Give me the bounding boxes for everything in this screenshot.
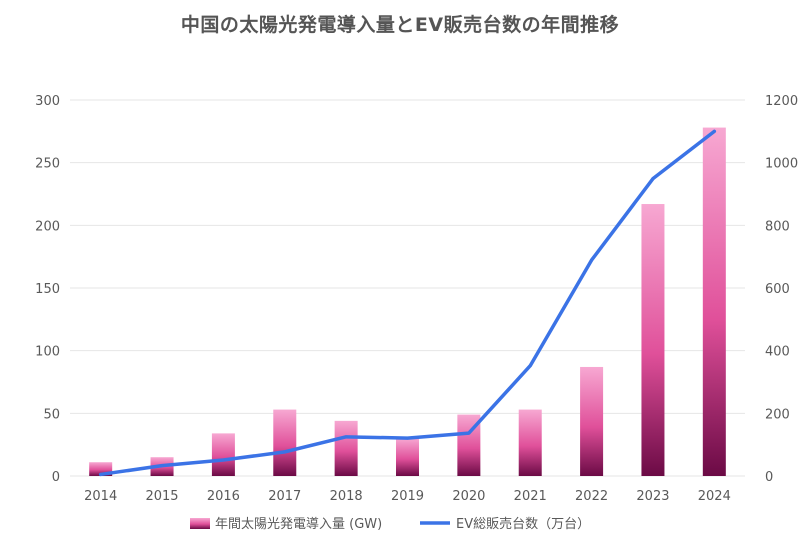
bar bbox=[457, 414, 481, 476]
x-tick-label: 2023 bbox=[636, 489, 669, 504]
bar bbox=[396, 438, 419, 476]
x-tick-label: 2019 bbox=[391, 489, 424, 504]
line-point bbox=[406, 436, 409, 440]
x-tick-label: 2017 bbox=[268, 489, 301, 504]
x-tick-label: 2021 bbox=[514, 489, 547, 504]
right-tick-label: 600 bbox=[765, 282, 790, 297]
line-series-path bbox=[98, 129, 717, 477]
line-series bbox=[98, 129, 717, 477]
bar bbox=[580, 366, 604, 476]
bar bbox=[211, 433, 235, 476]
left-tick-label: 100 bbox=[35, 345, 60, 360]
x-tick-label: 2014 bbox=[84, 489, 117, 504]
bar bbox=[641, 204, 665, 476]
line-point bbox=[283, 450, 287, 454]
bar bbox=[702, 127, 726, 476]
line-point bbox=[712, 129, 716, 133]
line-point bbox=[221, 458, 225, 462]
line-point bbox=[344, 435, 348, 439]
line-point bbox=[528, 364, 532, 368]
x-tick-label: 2018 bbox=[330, 489, 363, 504]
left-tick-label: 250 bbox=[35, 157, 60, 172]
x-tick-label: 2022 bbox=[575, 489, 608, 504]
right-tick-label: 1000 bbox=[765, 157, 798, 172]
left-tick-label: 300 bbox=[35, 94, 60, 109]
line-point bbox=[467, 431, 471, 435]
legend-bar-swatch bbox=[190, 518, 210, 529]
legend-bar-label: 年間太陽光発電導入量 (GW) bbox=[215, 517, 382, 532]
x-tick-label: 2015 bbox=[145, 489, 178, 504]
legend-line-label: EV総販売台数（万台） bbox=[456, 516, 590, 532]
right-tick-label: 1200 bbox=[765, 94, 798, 109]
x-tick-label: 2024 bbox=[698, 489, 731, 504]
right-tick-label: 800 bbox=[765, 219, 790, 234]
left-tick-label: 50 bbox=[43, 407, 60, 422]
right-tick-label: 400 bbox=[765, 345, 790, 360]
bar bbox=[334, 420, 358, 476]
right-tick-label: 200 bbox=[765, 407, 790, 422]
x-axis-ticks: 2014 2015 2016 2017 2018 2019 2020 2021 2022 2023… bbox=[84, 489, 731, 504]
legend: 年間太陽光発電導入量 (GW) EV総販売台数（万台） bbox=[190, 516, 590, 532]
left-tick-label: 200 bbox=[35, 219, 60, 234]
left-axis-ticks: 0 50 100 150 200 250 300 bbox=[35, 94, 60, 485]
chart-title: 中国の太陽光発電導入量とEV販売台数の年間推移 bbox=[180, 14, 620, 36]
line-point bbox=[651, 177, 655, 181]
x-tick-label: 2020 bbox=[452, 489, 485, 504]
right-tick-label: 0 bbox=[765, 470, 773, 485]
bar-series bbox=[89, 127, 726, 476]
x-tick-label: 2016 bbox=[207, 489, 240, 504]
left-tick-label: 150 bbox=[35, 282, 60, 297]
bar bbox=[273, 409, 297, 476]
line-point bbox=[99, 472, 103, 476]
line-point bbox=[590, 258, 594, 262]
right-axis-ticks: 0 200 400 600 800 1000 1200 bbox=[765, 94, 798, 485]
bar bbox=[518, 409, 542, 476]
line-point bbox=[160, 464, 164, 468]
left-tick-label: 0 bbox=[52, 470, 60, 485]
